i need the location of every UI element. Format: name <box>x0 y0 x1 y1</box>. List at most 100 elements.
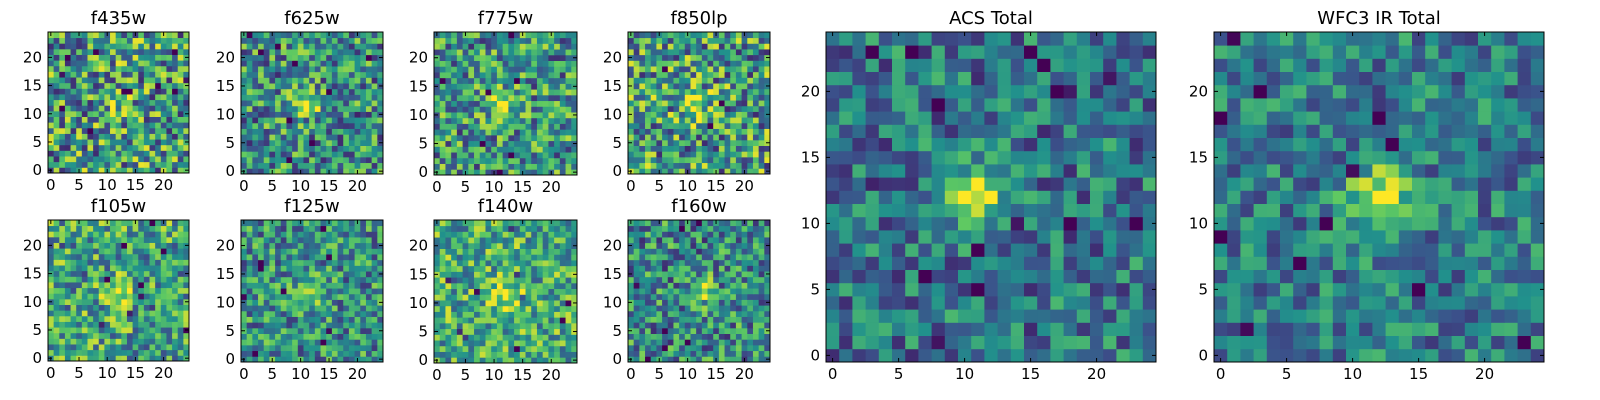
heatmap-cell <box>314 54 321 61</box>
heatmap-cell <box>297 83 304 90</box>
heatmap-cell <box>673 305 680 312</box>
heatmap-cell <box>104 310 111 317</box>
heatmap-cell <box>297 339 304 346</box>
heatmap-cell <box>439 77 446 84</box>
heatmap-cell <box>696 168 703 175</box>
heatmap-cell <box>360 111 367 118</box>
heatmap-cell <box>252 265 259 272</box>
heatmap-cell <box>143 242 150 249</box>
heatmap-cell <box>172 77 179 84</box>
heatmap-cell <box>309 327 316 334</box>
heatmap-cell <box>297 333 304 340</box>
heatmap-cell <box>275 254 282 261</box>
heatmap-cell <box>64 144 71 151</box>
heatmap-cell <box>508 89 515 96</box>
heatmap-cell <box>263 282 270 289</box>
heatmap-cell <box>59 77 66 84</box>
heatmap-cell <box>496 340 504 347</box>
heatmap-cell <box>331 237 338 244</box>
heatmap-cell <box>707 168 714 175</box>
heatmap-cell <box>701 151 708 158</box>
heatmap-cell <box>474 89 481 96</box>
heatmap-cell <box>98 287 105 294</box>
heatmap-cell <box>110 99 117 106</box>
heatmap-cell <box>258 43 265 50</box>
heatmap-cell <box>280 134 287 141</box>
heatmap-cell <box>667 54 674 61</box>
heatmap-cell <box>143 321 150 328</box>
heatmap-cell <box>320 128 327 135</box>
heatmap-cell <box>59 167 66 174</box>
heatmap-cell <box>115 259 122 266</box>
heatmap-cell <box>548 231 555 238</box>
heatmap-cell <box>53 43 60 50</box>
heatmap-cell <box>160 82 167 89</box>
heatmap-cell <box>365 151 373 158</box>
heatmap-cell <box>360 32 367 39</box>
heatmap-cell <box>741 350 748 357</box>
heatmap-cell <box>269 128 276 135</box>
heatmap-cell <box>81 88 88 95</box>
heatmap-cell <box>650 134 657 141</box>
heatmap-cell <box>126 338 133 345</box>
heatmap-cell <box>246 248 253 255</box>
heatmap-cell <box>87 88 94 95</box>
heatmap-cell <box>445 112 452 119</box>
heatmap-cell <box>679 111 686 118</box>
heatmap-cell <box>730 54 737 61</box>
heatmap-cell <box>183 88 190 95</box>
heatmap-cell <box>628 122 635 129</box>
heatmap-cell <box>104 304 111 311</box>
heatmap-cell <box>735 151 742 158</box>
heatmap-cell <box>275 288 282 295</box>
heatmap-cell <box>93 32 100 39</box>
heatmap-cell <box>474 305 481 312</box>
heatmap-cell <box>115 248 122 255</box>
heatmap-cell <box>496 282 504 290</box>
heatmap-cell <box>479 54 486 61</box>
heatmap-cell <box>93 248 100 255</box>
heatmap-cell <box>59 71 66 78</box>
heatmap-cell <box>121 110 128 117</box>
heatmap-cell <box>701 37 708 44</box>
heatmap-cell <box>468 277 475 284</box>
heatmap-cell <box>764 122 771 129</box>
heatmap-cell <box>508 351 515 358</box>
heatmap-cell <box>59 220 66 227</box>
heatmap-cell <box>93 349 100 356</box>
heatmap-cell <box>684 83 691 90</box>
heatmap-cell <box>70 65 77 72</box>
heatmap-cell <box>502 300 509 307</box>
heatmap-cell <box>160 332 167 339</box>
heatmap-cell <box>98 122 105 129</box>
heatmap-cell <box>138 220 145 227</box>
heatmap-cell <box>138 276 145 283</box>
heatmap-cell <box>496 237 504 244</box>
heatmap-cell <box>667 139 674 146</box>
heatmap-cell <box>536 129 544 136</box>
heatmap-cell <box>155 77 162 84</box>
heatmap-cell <box>673 49 680 56</box>
heatmap-cell <box>645 71 652 78</box>
heatmap-cell <box>519 94 526 102</box>
heatmap-cell <box>701 145 708 152</box>
heatmap-cell <box>502 60 509 67</box>
heatmap-cell <box>343 316 350 323</box>
heatmap-cell <box>126 259 133 266</box>
heatmap-cell <box>104 139 111 146</box>
heatmap-cell <box>485 305 492 312</box>
heatmap-cell <box>303 128 310 135</box>
heatmap-cell <box>514 117 521 124</box>
heatmap-cell <box>747 288 754 295</box>
heatmap-cell <box>143 276 150 283</box>
heatmap-cell <box>354 145 361 152</box>
heatmap-cell <box>121 253 128 260</box>
heatmap-cell <box>98 94 105 101</box>
heatmap-cell <box>559 225 566 232</box>
heatmap-cell <box>502 351 509 358</box>
heatmap-cell <box>76 122 83 129</box>
heatmap-cell <box>724 37 731 44</box>
heatmap-cell <box>183 231 190 238</box>
heatmap-cell <box>571 60 578 67</box>
heatmap-cell <box>662 111 669 118</box>
